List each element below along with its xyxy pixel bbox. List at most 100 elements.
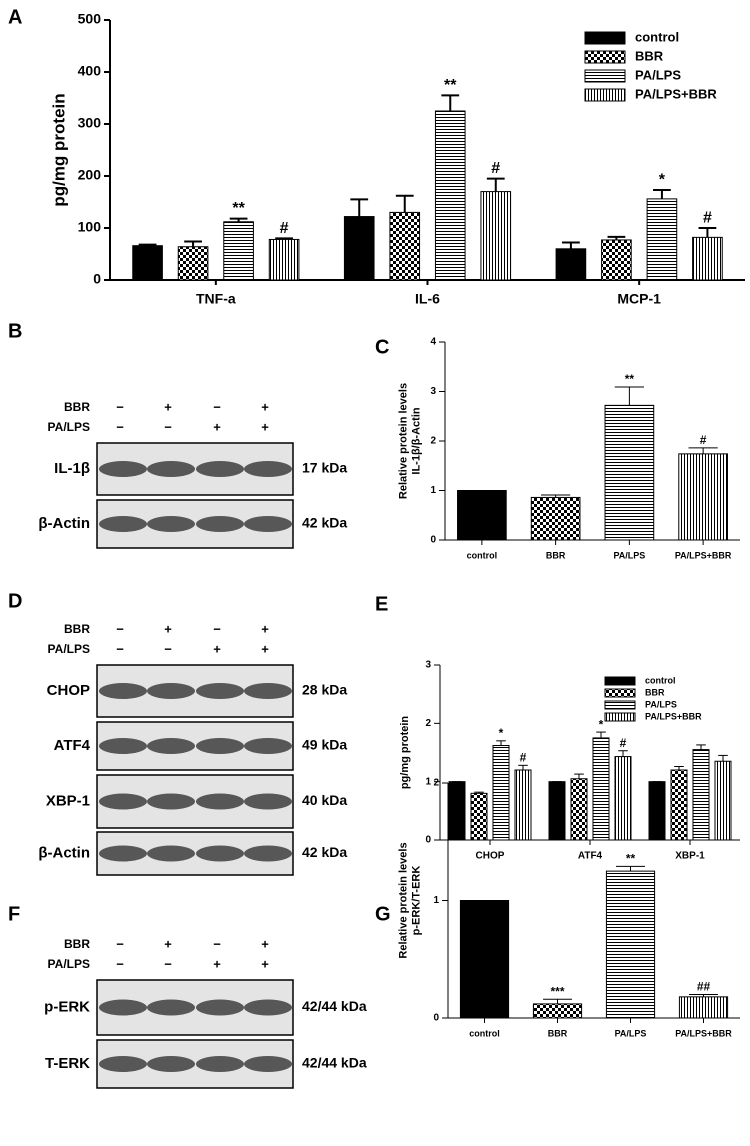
bar — [605, 870, 656, 1019]
bar — [601, 239, 632, 281]
bar — [530, 496, 581, 541]
treatment-sign: + — [164, 399, 172, 414]
blot-band — [196, 683, 244, 699]
blot-band — [244, 1056, 292, 1072]
panel-label: C — [375, 336, 389, 358]
significance: ## — [697, 980, 711, 994]
bar — [448, 781, 466, 841]
legend-swatch — [604, 676, 636, 686]
bar — [389, 211, 421, 281]
x-tick-label: PA/LPS+BBR — [675, 550, 732, 560]
x-tick-label: control — [469, 1028, 500, 1038]
treatment-sign: − — [116, 399, 124, 414]
y-tick-label: 2 — [430, 436, 436, 447]
protein-label: p-ERK — [44, 998, 90, 1015]
y-tick-label: 400 — [78, 63, 102, 79]
treatment-label: BBR — [64, 622, 90, 636]
y-axis-title: pg/mg protein — [49, 93, 68, 206]
x-tick-label: ATF4 — [578, 851, 603, 862]
treatment-label: PA/LPS — [48, 420, 90, 434]
bar — [548, 781, 566, 841]
bar — [604, 404, 655, 541]
bar — [459, 900, 510, 1019]
x-tick-label: MCP-1 — [617, 291, 661, 307]
protein-label: IL-1β — [54, 460, 90, 477]
legend-label: control — [645, 675, 676, 685]
significance: * — [659, 171, 666, 188]
bar — [678, 996, 729, 1019]
bar — [223, 221, 254, 281]
band-size: 28 kDa — [302, 682, 347, 698]
blot-band — [244, 738, 292, 754]
legend-swatch — [604, 712, 636, 722]
protein-label: CHOP — [47, 682, 90, 699]
blot-band — [147, 738, 195, 754]
x-tick-label: TNF-a — [196, 291, 236, 307]
bar — [646, 198, 678, 281]
significance: # — [703, 209, 712, 226]
significance: # — [280, 220, 289, 237]
blot-band — [196, 793, 244, 810]
significance: ** — [444, 77, 457, 94]
band-size: 42 kDa — [302, 515, 347, 531]
band-size: 42/44 kDa — [302, 998, 367, 1014]
bar — [714, 760, 732, 841]
treatment-label: BBR — [64, 400, 90, 414]
panel-label: D — [8, 590, 22, 612]
treatment-sign: + — [261, 641, 269, 656]
band-size: 40 kDa — [302, 792, 347, 808]
treatment-sign: − — [164, 641, 172, 656]
blot-band — [147, 516, 195, 532]
x-tick-label: XBP-1 — [675, 851, 705, 862]
legend-label: BBR — [635, 48, 664, 63]
treatment-sign: + — [261, 419, 269, 434]
bar — [614, 756, 632, 841]
blot-band — [147, 999, 195, 1016]
treatment-sign: + — [213, 641, 221, 656]
treatment-sign: − — [164, 956, 172, 971]
treatment-sign: + — [261, 621, 269, 636]
significance: ** — [625, 372, 635, 386]
y-tick-label: 4 — [430, 337, 436, 348]
y-tick-label: 200 — [78, 167, 102, 183]
blot-band — [244, 461, 292, 477]
blot-band — [196, 999, 244, 1016]
legend-label: PA/LPS+BBR — [635, 86, 717, 101]
significance: * — [599, 717, 604, 731]
treatment-sign: + — [213, 419, 221, 434]
x-tick-label: PA/LPS — [613, 550, 645, 560]
y-tick-label: 1 — [433, 895, 439, 906]
y-tick-label: 1 — [425, 776, 431, 787]
blot-band — [99, 683, 147, 699]
blot-band — [196, 738, 244, 754]
y-axis-title: p-ERK/T-ERK — [410, 866, 422, 936]
panel-label: G — [375, 903, 391, 925]
legend-swatch — [584, 50, 626, 64]
treatment-sign: − — [116, 419, 124, 434]
bar — [492, 745, 510, 841]
protein-label: ATF4 — [54, 737, 91, 754]
legend-label: PA/LPS — [635, 67, 681, 82]
protein-label: XBP-1 — [46, 792, 90, 809]
bar — [570, 778, 588, 841]
panel-label: A — [8, 6, 22, 28]
treatment-sign: + — [213, 956, 221, 971]
band-size: 17 kDa — [302, 460, 347, 476]
treatment-label: PA/LPS — [48, 642, 90, 656]
treatment-label: BBR — [64, 937, 90, 951]
y-axis-title: pg/mg protein — [399, 716, 411, 790]
treatment-sign: − — [116, 641, 124, 656]
y-tick-label: 3 — [430, 386, 436, 397]
blot-band — [196, 516, 244, 532]
blot-band — [244, 999, 292, 1016]
y-tick-label: 2 — [425, 718, 431, 729]
blot-band — [244, 793, 292, 810]
significance: ** — [232, 200, 245, 217]
treatment-sign: − — [116, 956, 124, 971]
blot-band — [196, 1056, 244, 1072]
x-tick-label: CHOP — [476, 851, 505, 862]
bar — [268, 238, 300, 281]
legend-swatch — [604, 700, 636, 710]
x-tick-label: PA/LPS+BBR — [675, 1028, 732, 1038]
